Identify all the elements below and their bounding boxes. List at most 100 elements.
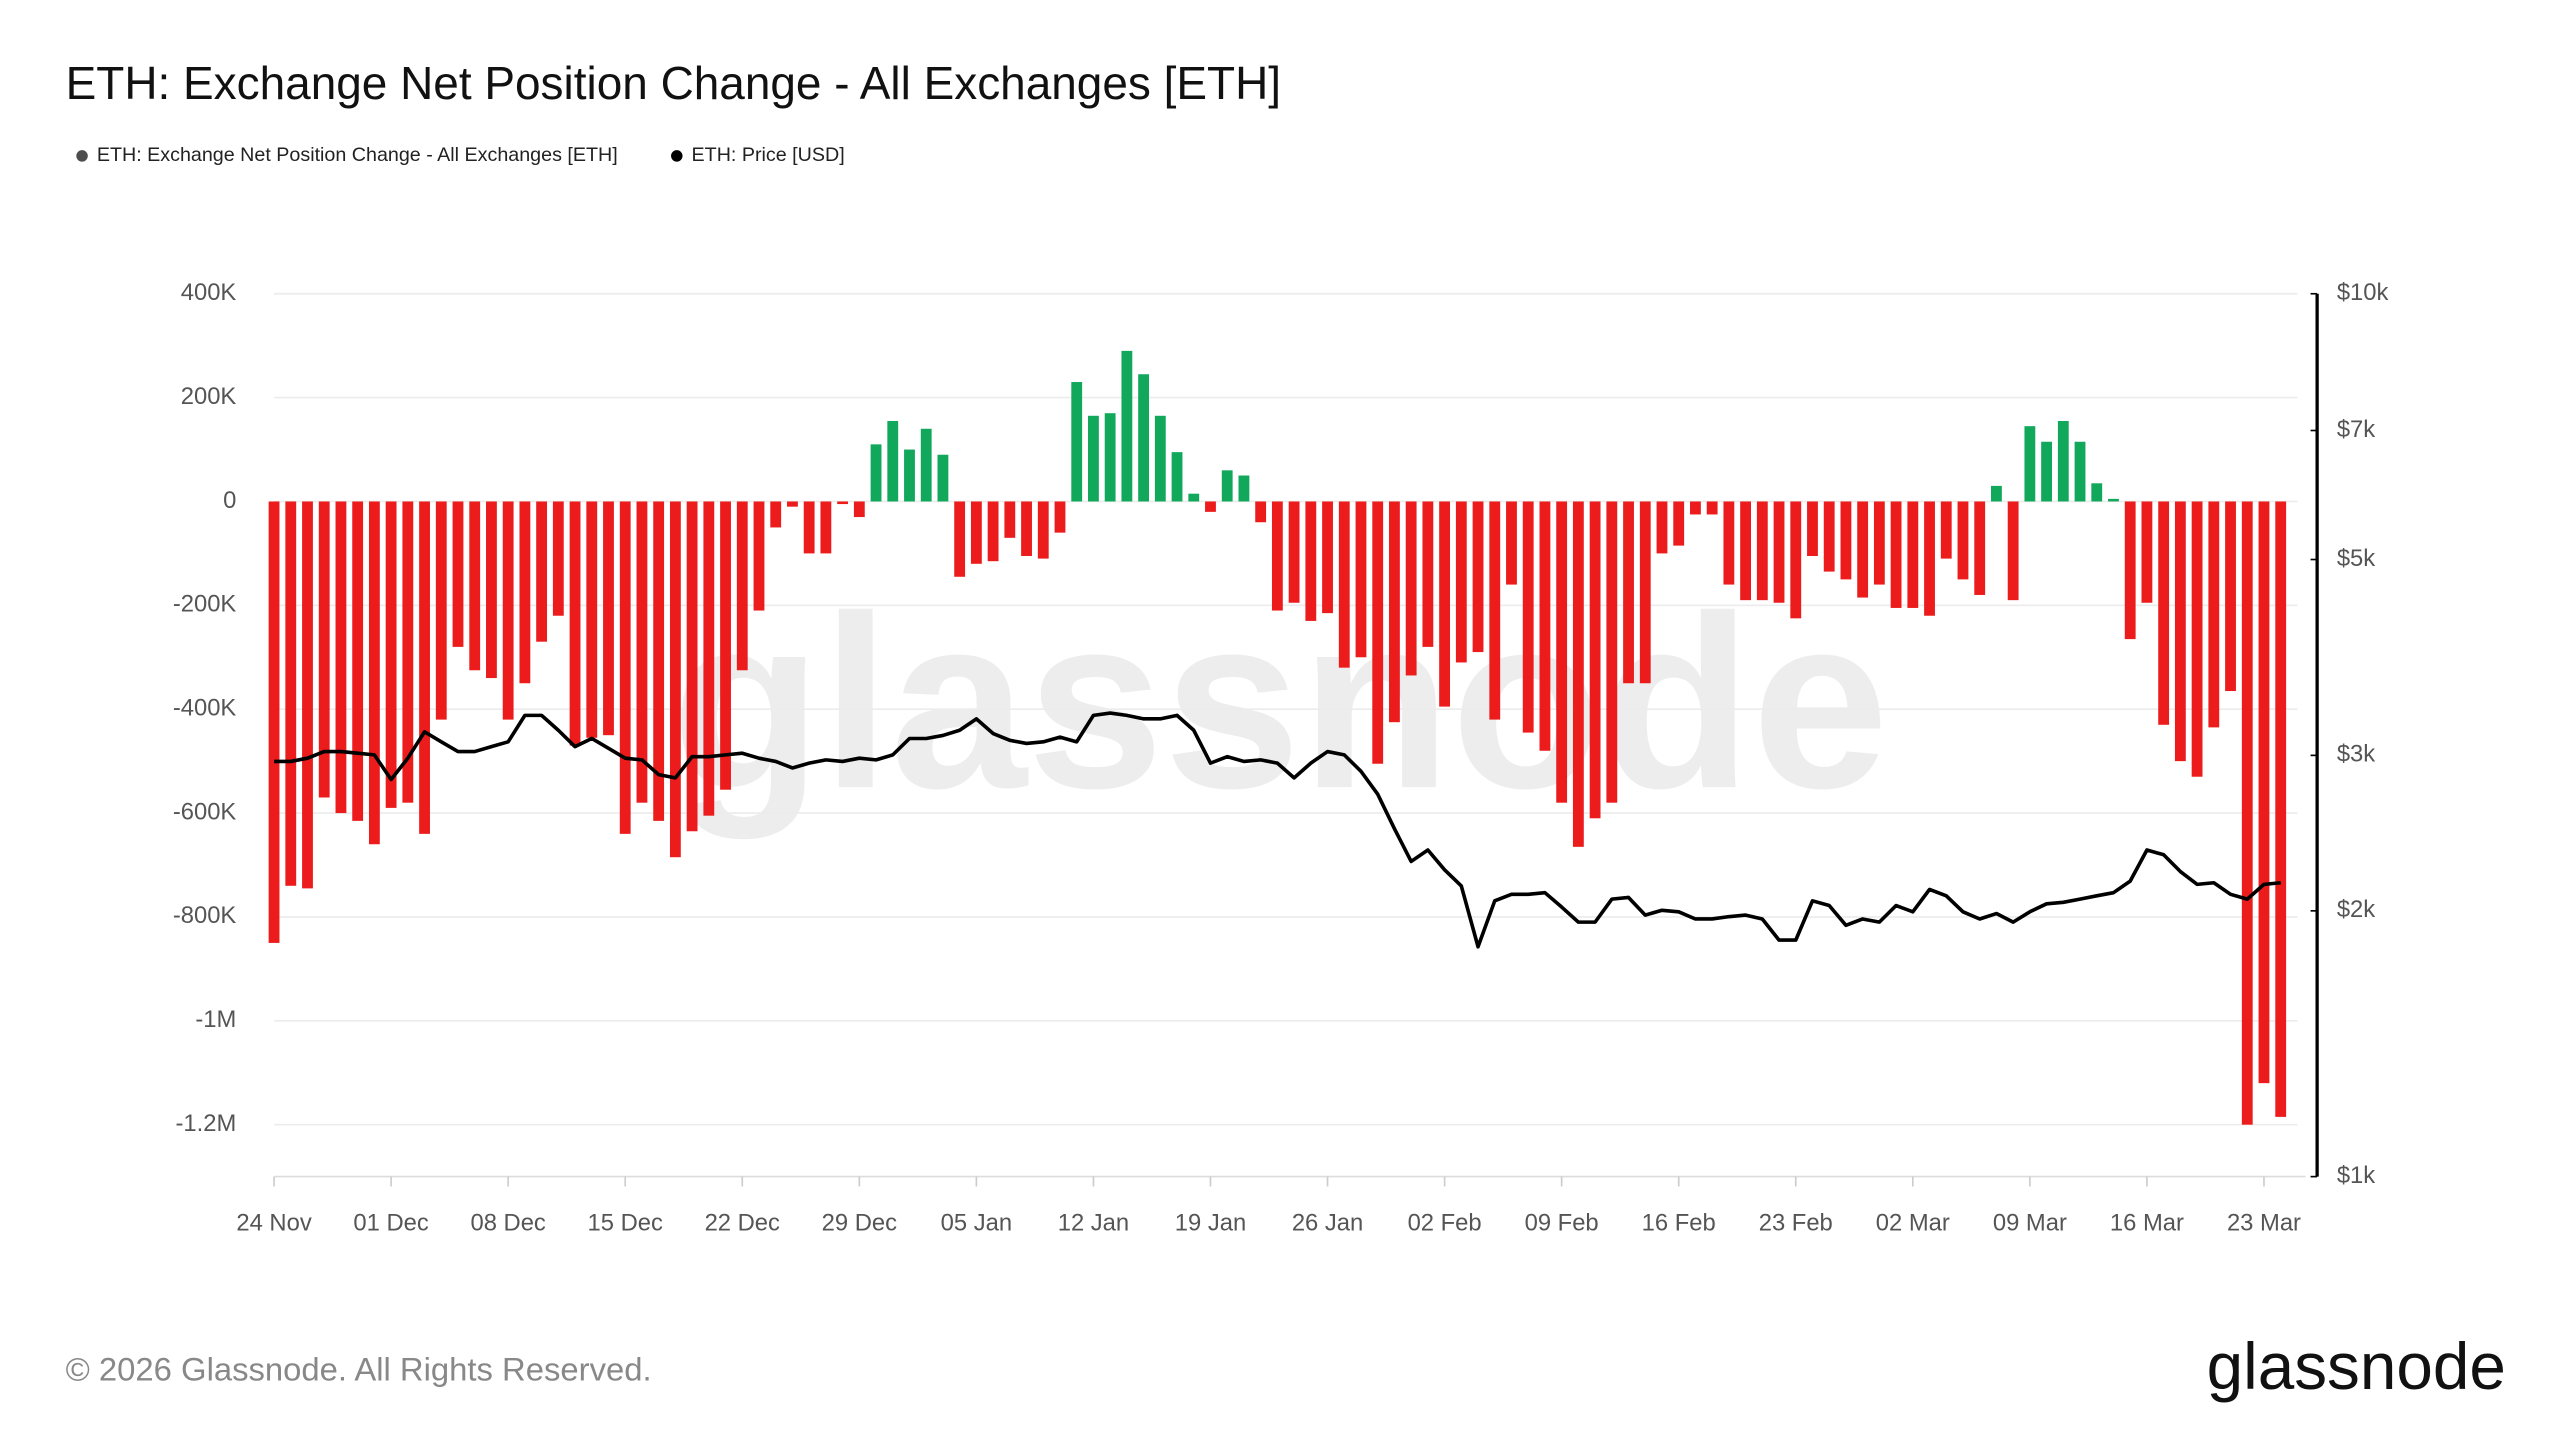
y2-tick-label: $2k [2337,896,2375,923]
x-tick-label: 29 Dec [822,1209,897,1236]
bar [1154,415,1166,502]
bar [987,501,999,562]
bar [1706,501,1718,515]
bar [1054,501,1066,533]
bar [1037,501,1049,559]
x-tick-label: 12 Jan [1058,1209,1129,1236]
bar [1389,501,1400,723]
bar [318,501,330,798]
x-tick-label: 23 Feb [1759,1209,1833,1236]
x-tick-label: 24 Nov [236,1209,311,1236]
bar [1807,501,1818,557]
bar [385,501,397,808]
bar [1171,452,1183,502]
bar [1957,501,1969,580]
bar [1924,501,1935,616]
bar [586,501,598,738]
bar [552,501,564,616]
bar [1790,501,1802,619]
y2-tick-label: $10k [2337,279,2389,306]
bar [486,501,497,679]
bar [920,428,932,502]
bar [2074,441,2086,502]
bar [1690,501,1701,515]
copyright: © 2026 Glassnode. All Rights Reserved. [66,1351,652,1388]
bar [519,501,531,684]
bar [1305,501,1317,621]
bar [1823,501,1835,572]
bar [2191,501,2203,777]
bar [1422,501,1434,647]
bar [2258,501,2270,1084]
bar [853,501,865,518]
y-tick-label: -400K [173,694,237,721]
bar [1556,501,1568,803]
y-tick-label: 0 [223,487,236,514]
x-tick-label: 16 Mar [2110,1209,2184,1236]
bar [1740,501,1752,601]
bar [1121,350,1133,502]
y-tick-label: 400K [181,279,237,306]
bar [1004,501,1016,538]
bar [636,501,648,803]
bar [1405,501,1417,676]
bar [937,454,949,502]
bar [2158,501,2170,725]
bar [1606,501,1618,803]
legend-label: ETH: Price [USD] [692,144,845,166]
bar [603,501,614,736]
bar [803,501,815,554]
bar [1322,501,1333,614]
bar [720,501,731,790]
bar [1288,501,1300,603]
bar [1572,501,1584,847]
bar [469,501,481,671]
legend-label: ETH: Exchange Net Position Change - All … [97,144,618,166]
bar [2108,498,2119,502]
bar [285,501,297,886]
bar [2141,501,2153,603]
bar [419,501,430,834]
bar [1372,501,1384,764]
bar [335,501,347,814]
bar [1873,501,1885,585]
x-tick-label: 23 Mar [2227,1209,2301,1236]
bar [1021,501,1032,557]
bar [2275,501,2287,1117]
bar [1138,374,1150,502]
bar [1673,501,1685,546]
bar [686,501,698,832]
y2-tick-label: $7k [2337,416,2375,443]
x-tick-label: 09 Mar [1993,1209,2067,1236]
bar [1656,501,1668,554]
price-line [274,711,2281,949]
y-tick-label: -1M [195,1006,236,1033]
bar [502,501,514,720]
bar [1890,501,1902,608]
bar [954,501,966,577]
bar [2124,501,2136,640]
legend-marker [76,150,88,162]
bar [352,501,364,821]
bar [2174,501,2186,762]
bar [837,501,849,505]
y-tick-label: -1.2M [176,1110,237,1137]
x-tick-label: 01 Dec [353,1209,428,1236]
bar [1623,501,1634,684]
bar [1539,501,1551,751]
bar [1104,413,1116,502]
bar [2041,441,2053,502]
x-tick-label: 08 Dec [470,1209,545,1236]
bar [1907,501,1919,608]
bar [870,444,882,502]
y-tick-label: -600K [173,798,237,825]
bar [1589,501,1601,819]
bar [2241,501,2253,1125]
x-tick-label: 02 Mar [1876,1209,1950,1236]
bar [1940,501,1952,559]
bar [1071,382,1083,502]
bar [2057,420,2069,502]
bar [1974,501,1986,595]
